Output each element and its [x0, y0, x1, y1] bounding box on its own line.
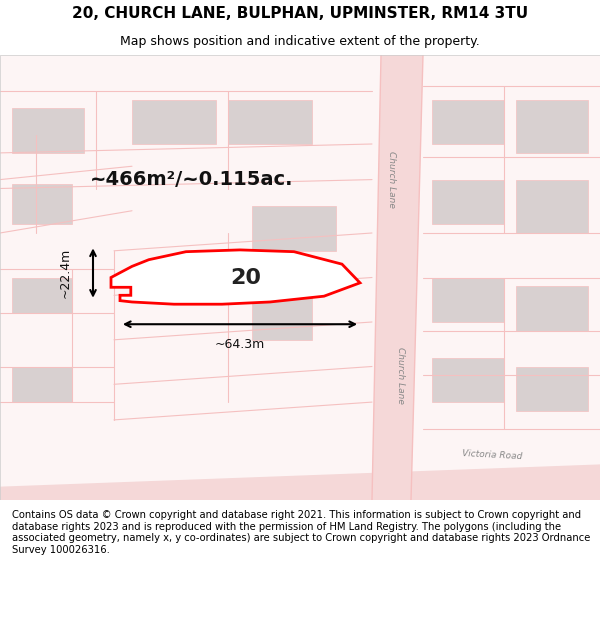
Polygon shape [132, 99, 216, 144]
Polygon shape [111, 250, 360, 304]
Text: ~466m²/~0.115ac.: ~466m²/~0.115ac. [90, 170, 294, 189]
Text: 20, CHURCH LANE, BULPHAN, UPMINSTER, RM14 3TU: 20, CHURCH LANE, BULPHAN, UPMINSTER, RM1… [72, 6, 528, 21]
Polygon shape [516, 366, 588, 411]
Polygon shape [228, 99, 312, 144]
Polygon shape [252, 295, 312, 340]
Polygon shape [432, 278, 504, 322]
Polygon shape [0, 55, 600, 500]
Polygon shape [12, 184, 72, 224]
Polygon shape [432, 179, 504, 224]
Text: Church Lane: Church Lane [387, 151, 396, 208]
Polygon shape [516, 179, 588, 233]
Polygon shape [12, 108, 84, 153]
Text: ~64.3m: ~64.3m [215, 338, 265, 351]
Polygon shape [12, 278, 72, 313]
Polygon shape [252, 206, 336, 251]
Text: Victoria Road: Victoria Road [461, 449, 523, 462]
Polygon shape [432, 357, 504, 402]
Text: ~22.4m: ~22.4m [59, 248, 72, 298]
Polygon shape [0, 464, 600, 500]
Polygon shape [12, 366, 72, 402]
Text: 20: 20 [230, 268, 262, 288]
Polygon shape [372, 55, 423, 500]
Text: Church Lane: Church Lane [396, 347, 405, 404]
Polygon shape [432, 99, 504, 144]
Text: Contains OS data © Crown copyright and database right 2021. This information is : Contains OS data © Crown copyright and d… [12, 510, 590, 555]
Text: Map shows position and indicative extent of the property.: Map shows position and indicative extent… [120, 35, 480, 48]
Polygon shape [516, 99, 588, 153]
Polygon shape [516, 286, 588, 331]
